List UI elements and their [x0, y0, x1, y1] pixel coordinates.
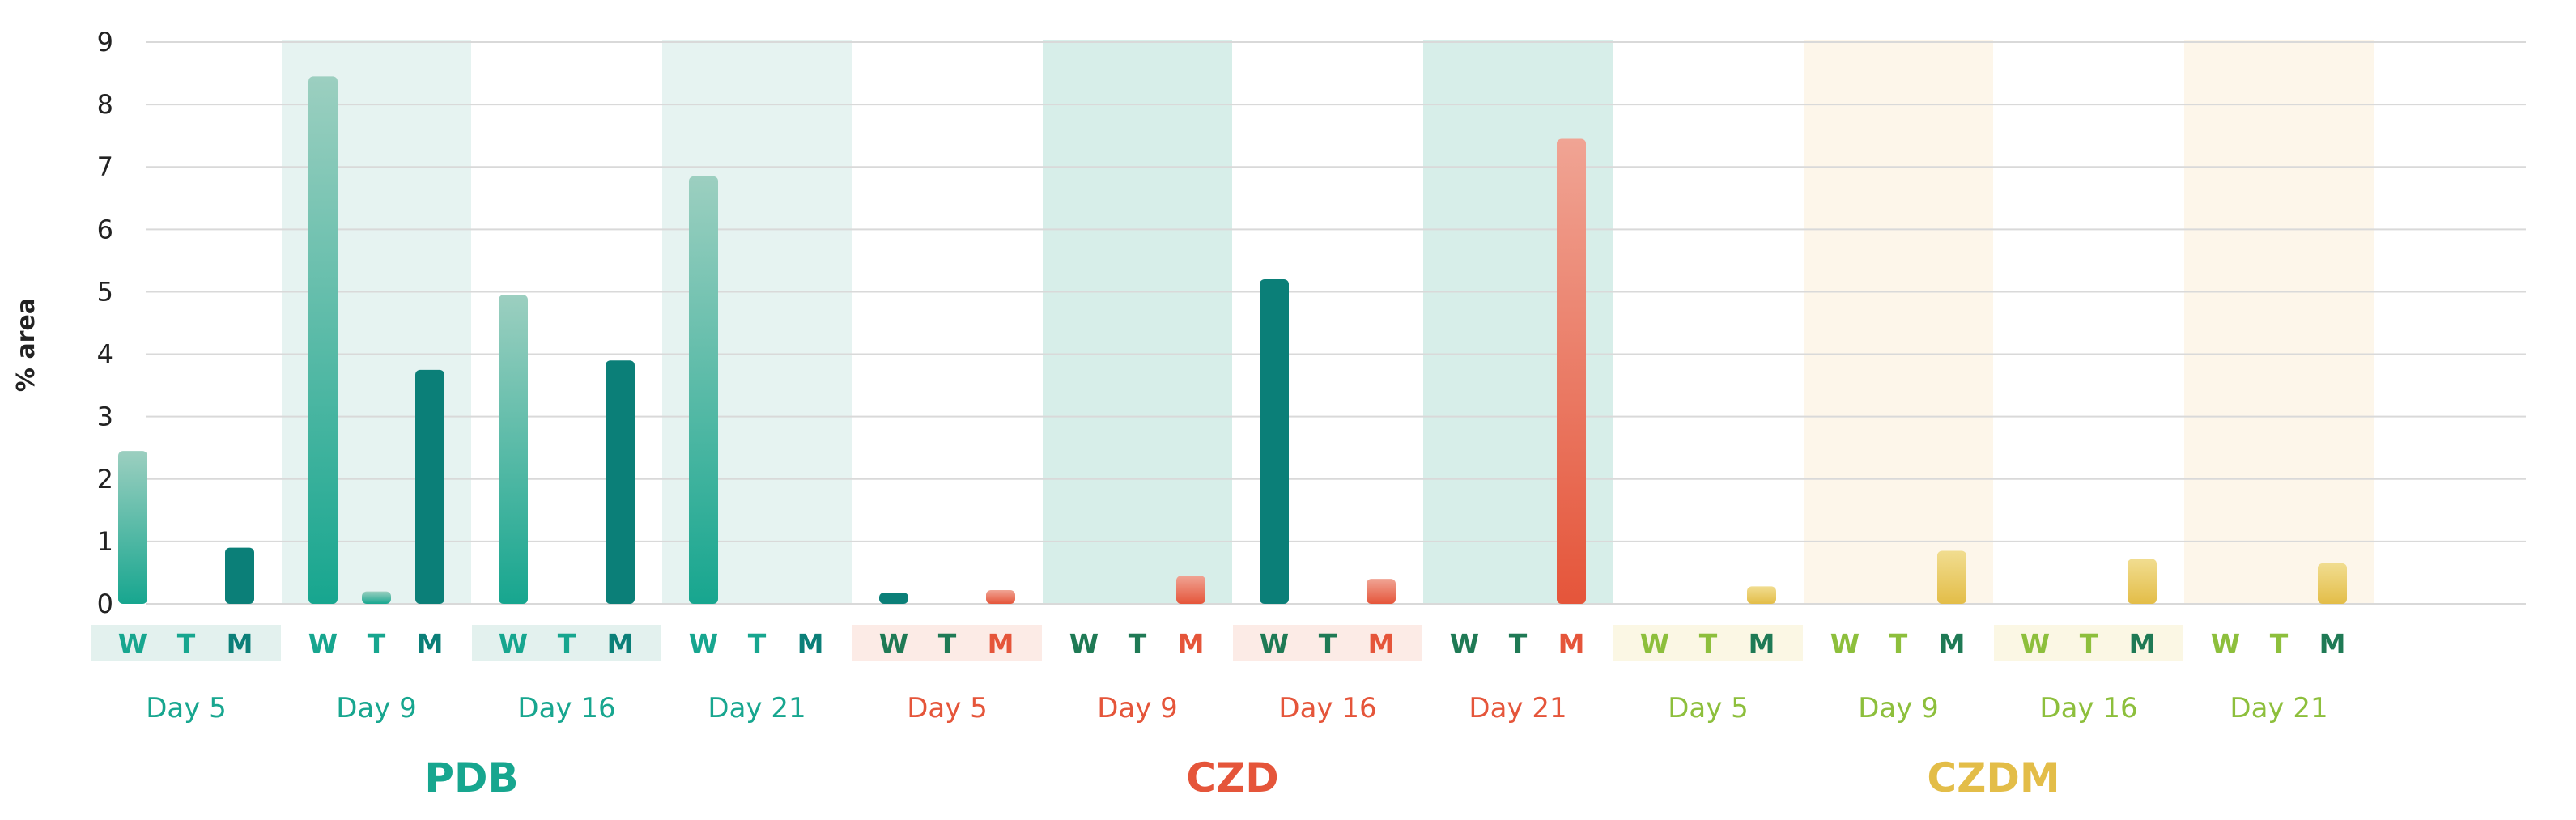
bar-letter-label: W: [118, 628, 147, 660]
letter-chip: [852, 625, 1042, 661]
y-tick-label: 7: [97, 151, 113, 182]
bar-letter-label: T: [1319, 628, 1337, 660]
y-tick-label: 0: [97, 588, 113, 619]
bar-letter-label: M: [1178, 628, 1205, 660]
letter-chip: [472, 625, 661, 661]
bar-czd-day5-w: [879, 593, 908, 604]
background-bands: [282, 40, 2374, 604]
day-label: Day 21: [2230, 692, 2327, 724]
bar-letter-label: M: [797, 628, 824, 660]
bar-letter-label: T: [748, 628, 767, 660]
bar-letter-label: T: [2270, 628, 2289, 660]
bar-czdm-day9-m: [1937, 550, 1966, 604]
y-axis-label: % area: [12, 298, 40, 392]
bar-letter-label: M: [1558, 628, 1585, 660]
bar-letter-label: W: [1069, 628, 1099, 660]
bar-letter-label: W: [308, 628, 338, 660]
bar-letter-label: T: [1889, 628, 1908, 660]
bar-pdb-day16-w: [499, 295, 528, 604]
day-label: Day 9: [1097, 692, 1178, 724]
bar-czd-day21-m: [1557, 138, 1586, 604]
bar-pdb-day9-w: [308, 76, 338, 604]
day-label: Day 9: [336, 692, 417, 724]
bar-czd-day16-w: [1260, 279, 1289, 604]
bar-letter-label: T: [1509, 628, 1528, 660]
bar-letter-label: M: [988, 628, 1014, 660]
bar-pdb-day5-w: [118, 451, 147, 604]
letter-chip: [91, 625, 281, 661]
bar-letter-label: T: [1129, 628, 1147, 660]
y-tick-label: 6: [97, 214, 113, 244]
bar-letter-label: M: [2319, 628, 2346, 660]
bar-letter-label: M: [227, 628, 253, 660]
bar-pdb-day5-m: [225, 547, 254, 604]
y-tick-label: 5: [97, 276, 113, 307]
day-label: Day 16: [1278, 692, 1376, 724]
letter-chip: [1233, 625, 1422, 661]
day-label: Day 5: [1668, 692, 1749, 724]
bar-letter-label: W: [689, 628, 718, 660]
bar-pdb-day9-m: [415, 369, 444, 604]
day-label: Day 16: [2039, 692, 2137, 724]
bar-czd-day9-m: [1176, 576, 1205, 604]
day-label: Day 21: [1469, 692, 1566, 724]
y-tick-label: 8: [97, 89, 113, 120]
bar-czdm-day5-m: [1747, 586, 1776, 604]
bar-letter-label: M: [417, 628, 444, 660]
bar-czdm-day21-m: [2318, 563, 2347, 604]
bar-letter-label: T: [1699, 628, 1718, 660]
bar-letter-label: W: [1450, 628, 1479, 660]
bar-letter-label: T: [938, 628, 957, 660]
y-axis: % area 0 1 2 3 4 5 6 7 8 9: [12, 27, 113, 619]
day-band: [2184, 40, 2374, 604]
y-tick-label: 2: [97, 464, 113, 495]
bar-letter-label: T: [177, 628, 196, 660]
y-tick-label: 9: [97, 27, 113, 57]
day-band: [1043, 40, 1232, 604]
bar-letter-label: M: [1368, 628, 1395, 660]
bar-letter-label: T: [558, 628, 576, 660]
bar-pdb-day9-t: [362, 591, 391, 604]
day-labels: Day 5 Day 9 Day 16 Day 21 Day 5 Day 9 Day 16 Da…: [146, 692, 2327, 724]
bar-letter-label: M: [607, 628, 634, 660]
bar-pdb-day21-w: [689, 176, 718, 605]
bar-czd-day5-m: [986, 590, 1015, 604]
letter-chip: [1994, 625, 2183, 661]
day-label: Day 5: [146, 692, 227, 724]
day-label: Day 9: [1858, 692, 1939, 724]
group-labels: PDB CZD CZDM: [424, 754, 2060, 801]
bar-letter-label: W: [1830, 628, 1860, 660]
bar-letter-label: W: [2211, 628, 2240, 660]
bar-czd-day16-m: [1367, 579, 1396, 604]
letter-chip: [1613, 625, 1803, 661]
y-tick-label: 1: [97, 526, 113, 557]
bar-letter-label: W: [499, 628, 528, 660]
bar-letter-label: W: [2021, 628, 2050, 660]
day-label: Day 16: [517, 692, 615, 724]
bar-letter-label: M: [1749, 628, 1775, 660]
y-tick-label: 4: [97, 339, 113, 370]
bar-letter-label: W: [1260, 628, 1289, 660]
bars: [118, 76, 2347, 605]
group-label-pdb: PDB: [424, 754, 518, 801]
day-label: Day 21: [708, 692, 806, 724]
group-label-czdm: CZDM: [1927, 754, 2060, 801]
bar-letter-label: W: [879, 628, 908, 660]
bar-letter-label: W: [1640, 628, 1669, 660]
y-tick-label: 3: [97, 402, 113, 432]
bar-pdb-day16-m: [606, 360, 635, 604]
bar-letter-label: M: [2129, 628, 2156, 660]
bar-letter-label: T: [368, 628, 386, 660]
day-band: [1804, 40, 1993, 604]
bar-czdm-day16-m: [2128, 559, 2157, 604]
bar-letter-label: T: [2080, 628, 2098, 660]
gridlines: [146, 41, 2526, 605]
group-label-czd: CZD: [1186, 754, 1278, 801]
day-label: Day 5: [907, 692, 988, 724]
bar-letter-label: M: [1939, 628, 1966, 660]
